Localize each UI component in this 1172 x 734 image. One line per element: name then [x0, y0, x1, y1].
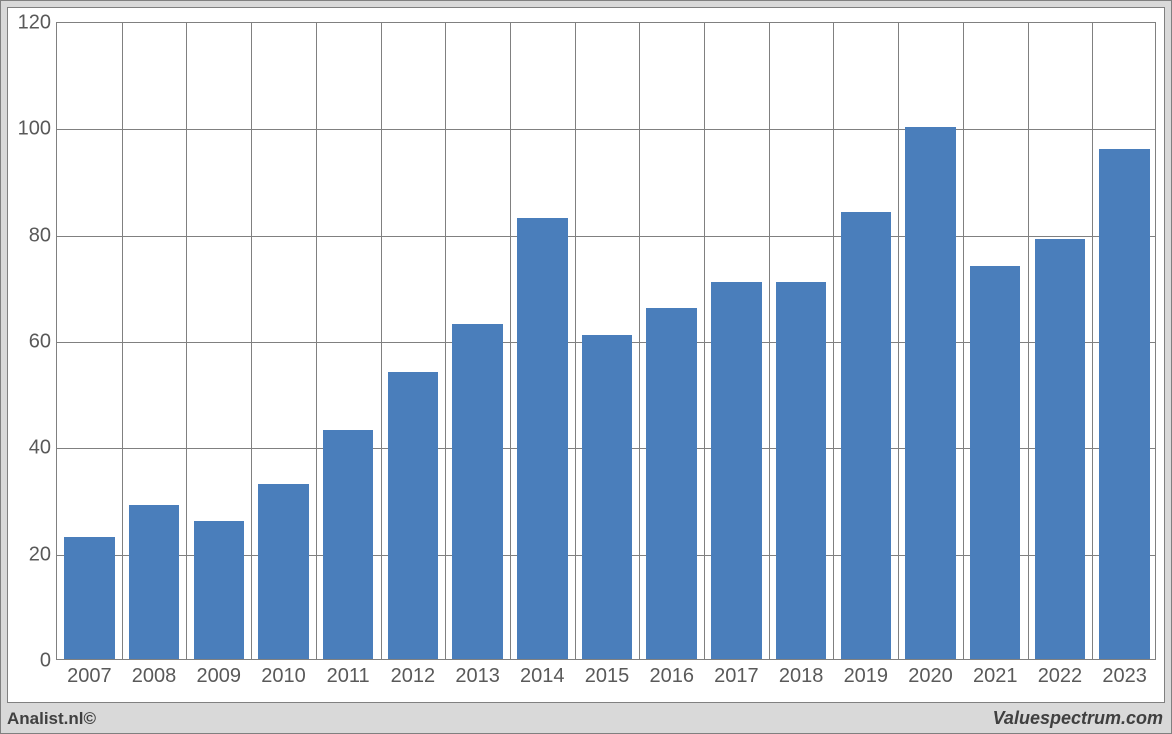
x-axis-tick-label: 2018 — [779, 665, 824, 688]
y-axis-tick-label: 120 — [18, 12, 51, 35]
x-axis-tick-label: 2015 — [585, 665, 630, 688]
bar — [1035, 239, 1085, 659]
gridline-horizontal — [57, 236, 1155, 237]
gridline-vertical — [1092, 23, 1093, 659]
x-axis-tick-label: 2023 — [1102, 665, 1147, 688]
bar — [323, 430, 373, 659]
bar — [388, 372, 438, 659]
bar — [711, 282, 761, 659]
x-axis-tick-label: 2007 — [67, 665, 112, 688]
bar — [582, 335, 632, 659]
chart-inner-panel: 0 20 40 60 80 100 120 2007 2008 2009 2010 2011 2012 2… — [7, 7, 1165, 703]
x-axis-tick-label: 2011 — [327, 665, 370, 688]
gridline-vertical — [445, 23, 446, 659]
y-axis-tick-label: 80 — [29, 224, 51, 247]
gridline-vertical — [316, 23, 317, 659]
gridline-vertical — [704, 23, 705, 659]
x-axis-tick-label: 2016 — [649, 665, 694, 688]
y-axis-tick-label: 60 — [29, 331, 51, 354]
y-axis-tick-label: 0 — [40, 650, 51, 673]
x-axis-tick-label: 2017 — [714, 665, 759, 688]
footer-right-credit: Valuespectrum.com — [993, 708, 1163, 729]
footer-left-credit: Analist.nl© — [7, 709, 96, 729]
x-axis-tick-label: 2008 — [132, 665, 177, 688]
bar — [646, 308, 696, 659]
bar — [1099, 149, 1149, 659]
y-axis-tick-label: 100 — [18, 118, 51, 141]
plot-area: 0204060801001202007200820092010201120122… — [56, 22, 1156, 660]
x-axis-tick-label: 2022 — [1038, 665, 1083, 688]
bar — [129, 505, 179, 659]
bar — [194, 521, 244, 659]
x-axis-tick-label: 2021 — [973, 665, 1018, 688]
gridline-vertical — [186, 23, 187, 659]
gridline-horizontal — [57, 129, 1155, 130]
gridline-vertical — [251, 23, 252, 659]
gridline-vertical — [769, 23, 770, 659]
gridline-vertical — [122, 23, 123, 659]
gridline-vertical — [510, 23, 511, 659]
gridline-vertical — [381, 23, 382, 659]
bar — [452, 324, 502, 659]
chart-container: 0 20 40 60 80 100 120 2007 2008 2009 2010 2011 2012 2… — [0, 0, 1172, 734]
bar — [517, 218, 567, 659]
gridline-vertical — [963, 23, 964, 659]
x-axis-tick-label: 2009 — [197, 665, 242, 688]
bar — [905, 127, 955, 659]
x-axis-tick-label: 2013 — [455, 665, 500, 688]
x-axis-tick-label: 2019 — [844, 665, 889, 688]
y-axis-tick-label: 40 — [29, 437, 51, 460]
x-axis-tick-label: 2014 — [520, 665, 565, 688]
bar — [970, 266, 1020, 659]
bar — [258, 484, 308, 659]
x-axis-tick-label: 2010 — [261, 665, 306, 688]
x-axis-tick-label: 2020 — [908, 665, 953, 688]
gridline-vertical — [898, 23, 899, 659]
x-axis-tick-label: 2012 — [391, 665, 436, 688]
bar — [64, 537, 114, 659]
gridline-vertical — [575, 23, 576, 659]
gridline-vertical — [1028, 23, 1029, 659]
y-axis-tick-label: 20 — [29, 543, 51, 566]
bar — [776, 282, 826, 659]
gridline-vertical — [833, 23, 834, 659]
gridline-vertical — [639, 23, 640, 659]
bar — [841, 212, 891, 659]
